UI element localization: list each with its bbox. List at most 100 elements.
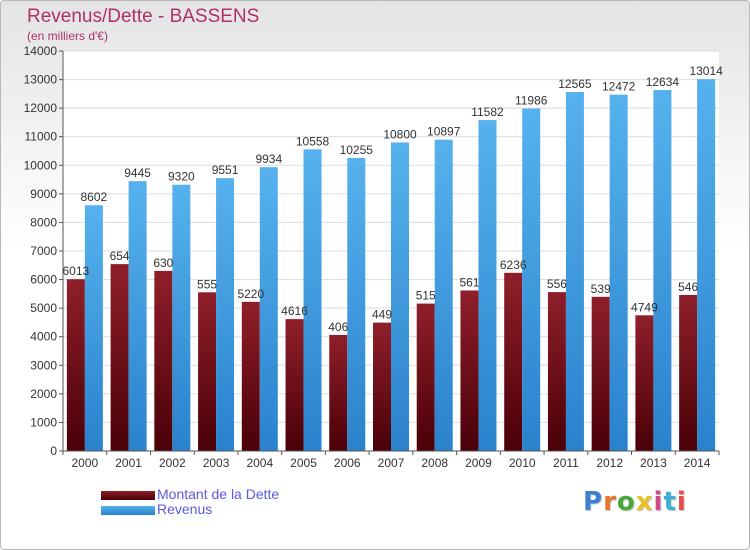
bar-dette bbox=[547, 292, 566, 451]
data-label-revenus: 9445 bbox=[124, 166, 151, 180]
x-tick-label: 2004 bbox=[246, 456, 273, 470]
data-label-dette: 555 bbox=[197, 277, 217, 291]
bar-revenus bbox=[391, 142, 409, 451]
bar-revenus bbox=[609, 94, 628, 452]
data-label-dette: 630 bbox=[153, 256, 173, 270]
legend-swatch-revenus bbox=[101, 506, 155, 515]
x-tick-label: 2010 bbox=[509, 456, 536, 470]
data-label-revenus: 9934 bbox=[255, 152, 282, 166]
chart-title: Revenus/Dette - BASSENS bbox=[27, 6, 260, 27]
bar-revenus bbox=[478, 120, 497, 451]
x-tick-label: 2006 bbox=[334, 456, 361, 470]
x-tick-label: 2005 bbox=[290, 456, 317, 470]
x-tick-label: 2000 bbox=[72, 456, 99, 470]
legend-label-dette: Montant de la Dette bbox=[157, 486, 280, 502]
data-label-dette: 449 bbox=[372, 308, 392, 322]
x-tick-label: 2013 bbox=[640, 456, 667, 470]
data-label-revenus: 11582 bbox=[471, 105, 504, 119]
x-tick-label: 2001 bbox=[115, 456, 142, 470]
y-tick-label: 4000 bbox=[30, 330, 57, 344]
x-tick-label: 2014 bbox=[684, 456, 711, 470]
data-label-dette: 539 bbox=[591, 282, 611, 296]
logo-letter: r bbox=[603, 487, 617, 517]
y-tick-label: 3000 bbox=[30, 358, 57, 372]
proxiti-logo: Proxiti bbox=[583, 487, 687, 517]
bar-revenus bbox=[697, 79, 716, 452]
chart-subtitle: (en milliers d'€) bbox=[27, 29, 108, 43]
data-label-dette: 6013 bbox=[63, 264, 90, 278]
x-tick-label: 2009 bbox=[465, 456, 492, 470]
bar-revenus bbox=[347, 158, 366, 451]
data-label-dette: 561 bbox=[459, 275, 479, 289]
y-tick-label: 10000 bbox=[24, 158, 58, 172]
y-tick-label: 9000 bbox=[30, 187, 57, 201]
data-label-revenus: 10255 bbox=[340, 143, 374, 157]
bar-revenus bbox=[522, 108, 541, 452]
data-label-dette: 515 bbox=[416, 289, 436, 303]
y-tick-label: 5000 bbox=[30, 301, 57, 315]
logo-letter: i bbox=[653, 487, 664, 517]
bar-revenus bbox=[303, 149, 322, 452]
logo-letter: x bbox=[635, 487, 654, 517]
data-label-revenus: 12565 bbox=[558, 77, 592, 91]
bar-dette bbox=[373, 322, 391, 451]
data-label-dette: 6236 bbox=[500, 258, 527, 272]
legend-swatch-dette bbox=[101, 491, 155, 500]
x-tick-label: 2007 bbox=[378, 456, 405, 470]
bar-revenus bbox=[172, 184, 191, 451]
bar-revenus bbox=[84, 205, 103, 451]
y-tick-label: 13000 bbox=[24, 73, 58, 87]
data-label-dette: 654 bbox=[110, 249, 130, 263]
bar-revenus bbox=[565, 92, 584, 451]
data-label-dette: 546 bbox=[678, 280, 698, 294]
bar-dette bbox=[504, 272, 523, 451]
bar-dette bbox=[154, 270, 173, 451]
bar-dette bbox=[416, 303, 435, 451]
bar-dette bbox=[198, 292, 217, 451]
bar-revenus bbox=[128, 181, 147, 451]
data-label-dette: 406 bbox=[328, 320, 348, 334]
logo-letter: i bbox=[676, 487, 687, 517]
y-tick-label: 12000 bbox=[24, 101, 58, 115]
x-tick-label: 2002 bbox=[159, 456, 186, 470]
data-label-revenus: 12634 bbox=[646, 75, 680, 89]
bar-dette bbox=[329, 334, 348, 451]
data-label-revenus: 13014 bbox=[689, 64, 723, 78]
y-tick-label: 7000 bbox=[30, 244, 57, 258]
bar-dette bbox=[635, 315, 654, 451]
logo-letter: P bbox=[583, 487, 604, 517]
data-label-revenus: 10897 bbox=[427, 125, 461, 139]
bar-dette bbox=[679, 294, 698, 451]
logo-letter: o bbox=[616, 487, 636, 517]
data-label-revenus: 10558 bbox=[296, 134, 330, 148]
bar-dette bbox=[460, 290, 479, 451]
bar-revenus bbox=[259, 167, 278, 451]
data-label-revenus: 8602 bbox=[81, 190, 108, 204]
logo-letter: t bbox=[663, 487, 677, 517]
data-label-dette: 4749 bbox=[631, 300, 658, 314]
bar-revenus bbox=[216, 178, 235, 451]
y-tick-label: 8000 bbox=[30, 215, 57, 229]
data-label-revenus: 9320 bbox=[168, 170, 195, 184]
x-tick-label: 2011 bbox=[553, 456, 579, 470]
data-label-revenus: 10800 bbox=[383, 127, 417, 141]
bar-dette bbox=[110, 264, 129, 451]
y-tick-label: 0 bbox=[50, 444, 57, 458]
data-label-dette: 4616 bbox=[281, 304, 308, 318]
data-label-dette: 5220 bbox=[237, 287, 264, 301]
data-label-revenus: 12472 bbox=[602, 80, 636, 94]
x-tick-label: 2008 bbox=[421, 456, 448, 470]
bar-dette bbox=[66, 279, 85, 451]
bar-revenus bbox=[434, 139, 453, 451]
bar-dette bbox=[285, 319, 304, 451]
y-tick-label: 6000 bbox=[30, 273, 57, 287]
data-label-dette: 556 bbox=[547, 277, 567, 291]
y-tick-label: 14000 bbox=[24, 44, 58, 58]
bar-dette bbox=[591, 296, 610, 451]
y-tick-label: 1000 bbox=[30, 415, 57, 429]
bar-dette bbox=[241, 301, 260, 451]
x-tick-label: 2012 bbox=[596, 456, 623, 470]
y-tick-label: 11000 bbox=[25, 130, 58, 144]
